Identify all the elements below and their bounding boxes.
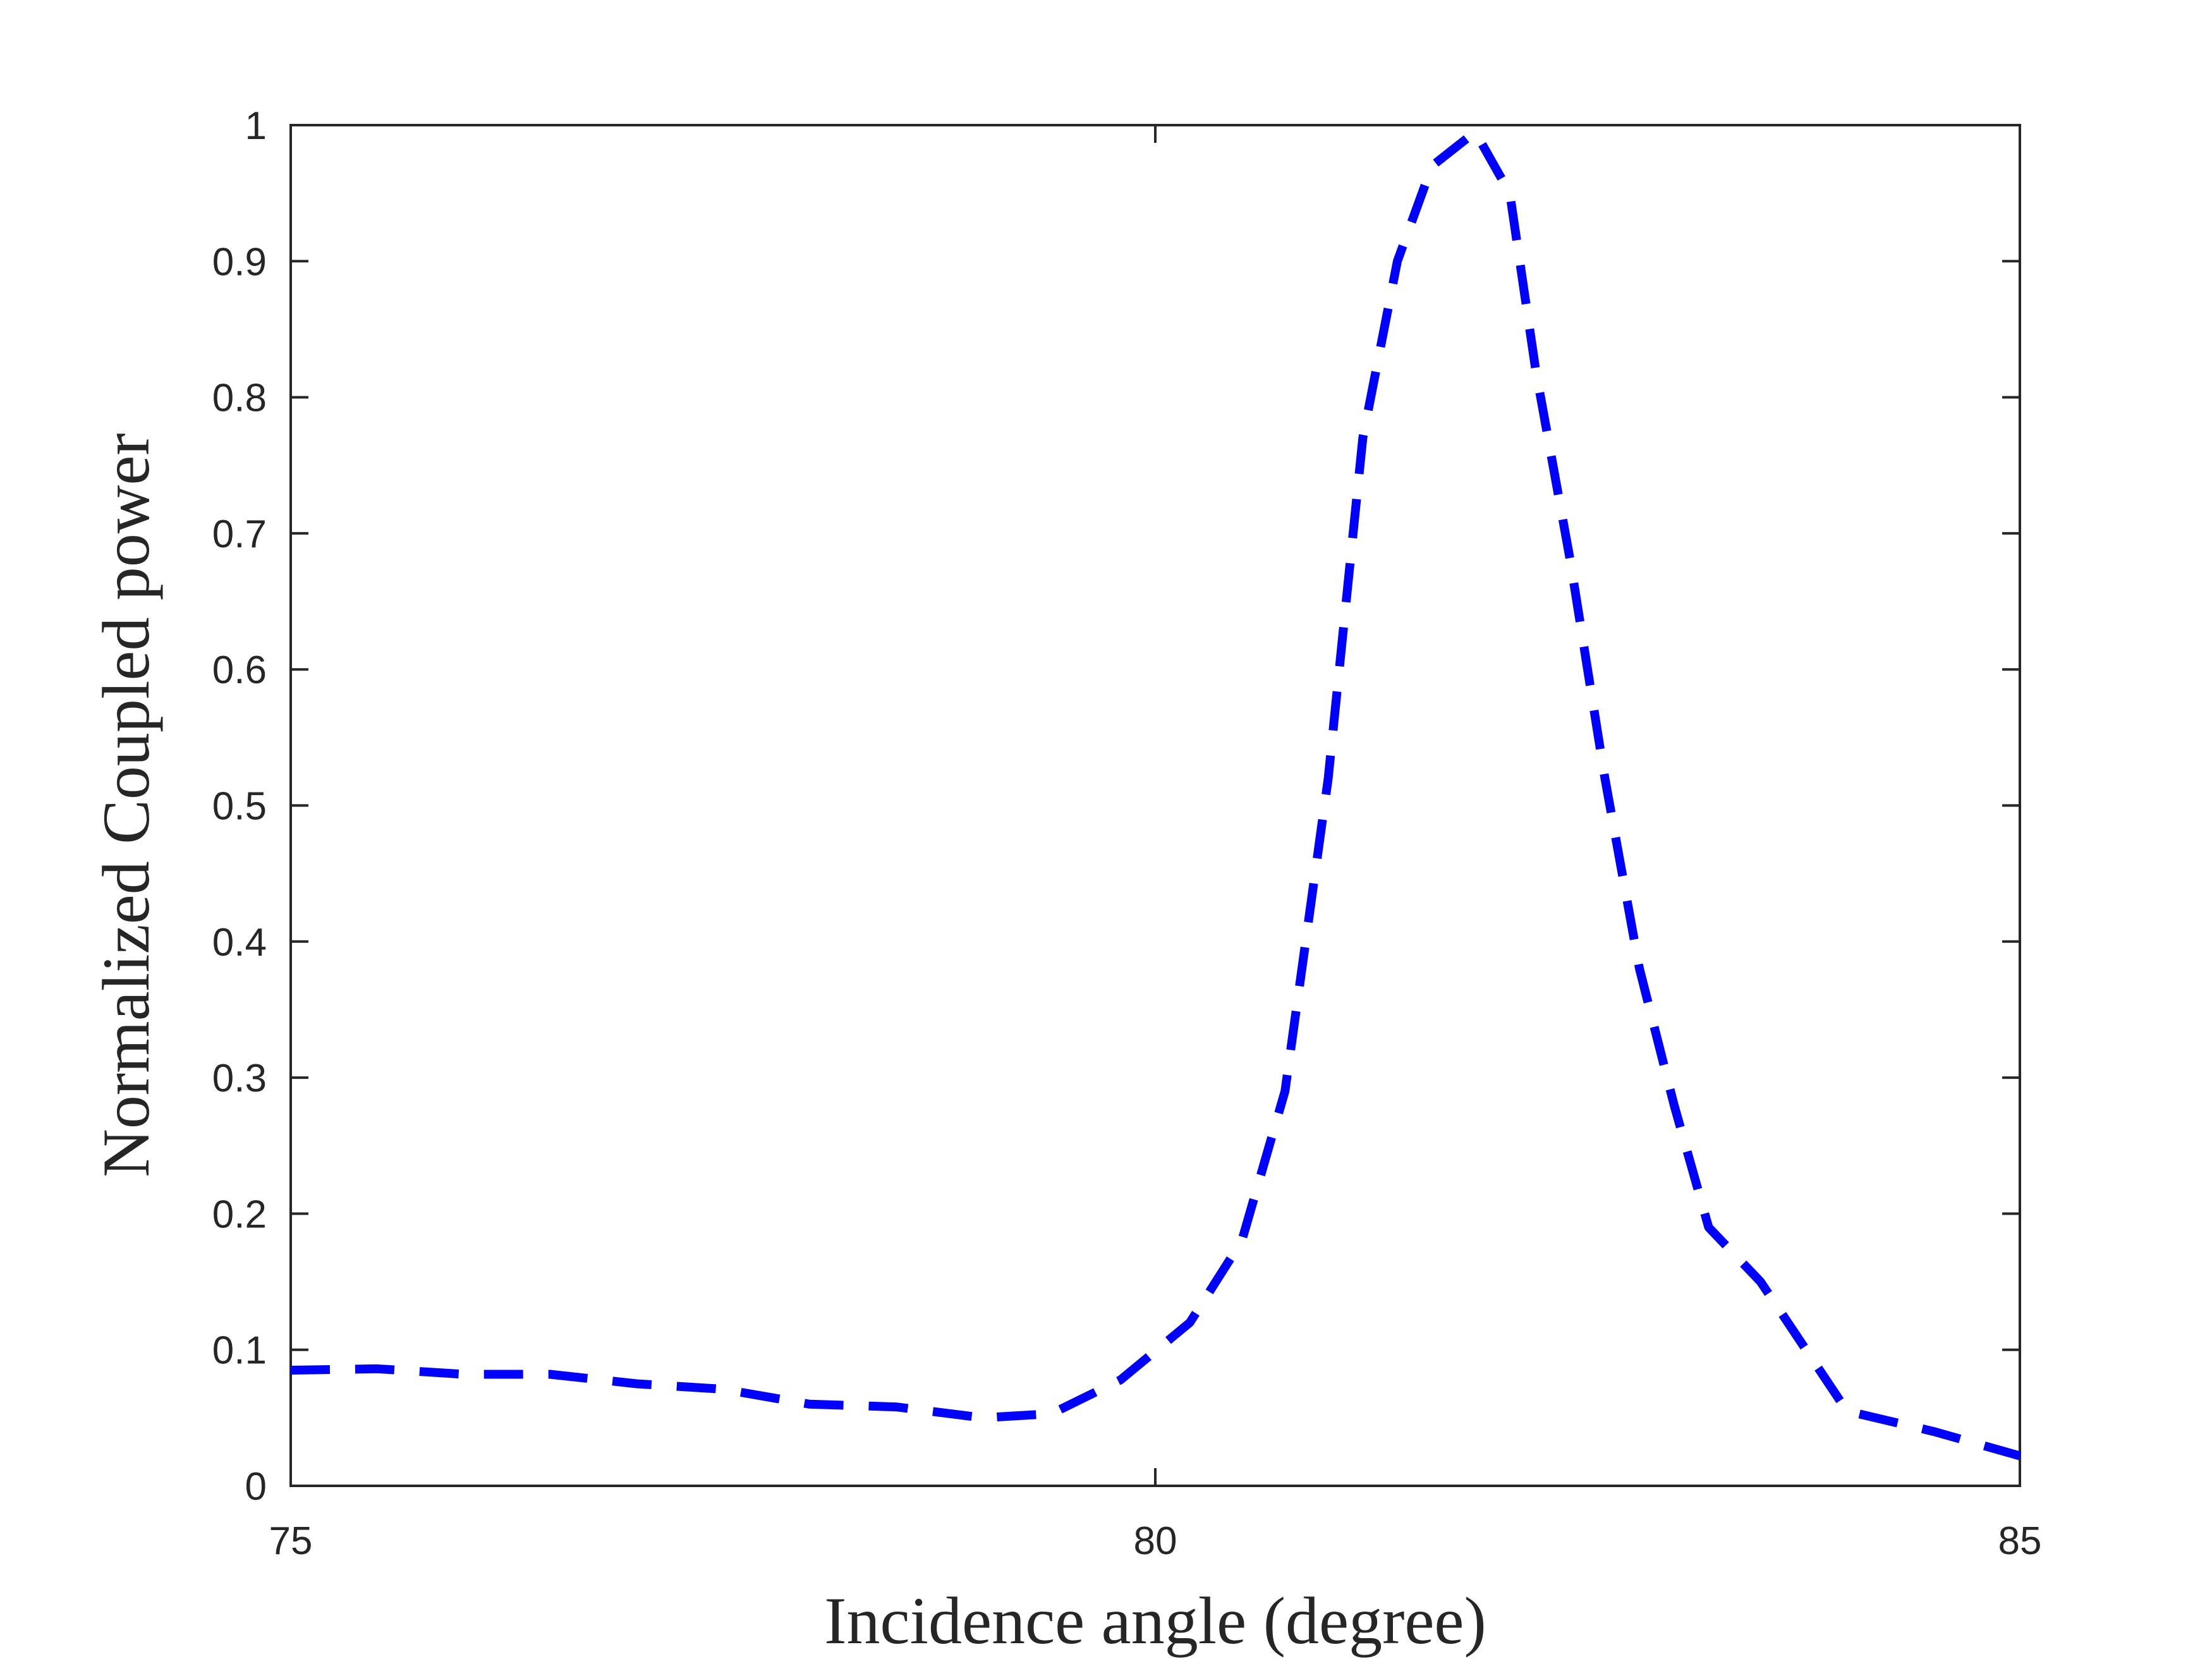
y-tick-label: 0 (245, 1465, 267, 1509)
y-tick-label: 0.3 (212, 1057, 267, 1100)
y-tick-label: 0.9 (212, 240, 267, 284)
plot-area (289, 124, 2021, 1487)
y-tick-label: 0.8 (212, 377, 267, 420)
y-tick-label: 0.7 (212, 513, 267, 556)
y-tick-label: 0.1 (212, 1329, 267, 1373)
axis-ticks (289, 124, 2021, 1487)
y-tick-label: 0.2 (212, 1193, 267, 1236)
x-tick-label: 85 (1998, 1519, 2042, 1563)
y-tick-label: 1 (245, 104, 267, 148)
data-series (290, 127, 2021, 1461)
y-tick-label: 0.6 (212, 648, 267, 692)
x-tick-label: 80 (1134, 1519, 1177, 1563)
y-tick-label: 0.4 (212, 921, 267, 964)
tick-labels: 75 80 85 0 0.1 0.2 0.3 0.4 0.5 0.6 0.7 0.8 0.9 1 (212, 104, 2042, 1563)
series-line (290, 127, 2021, 1461)
x-tick-label: 75 (269, 1519, 313, 1563)
y-axis-label: Normalized Coupled power (89, 433, 163, 1177)
x-axis-label: Incidence angle (degree) (824, 1584, 1486, 1658)
y-tick-label: 0.5 (212, 785, 267, 829)
